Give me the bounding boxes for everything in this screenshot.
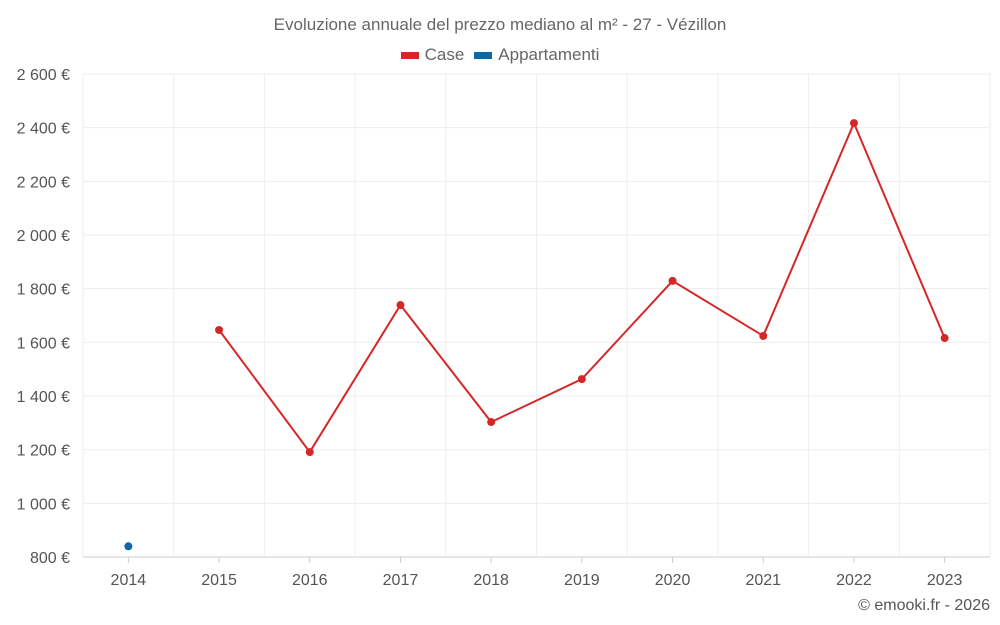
legend-swatch-case <box>400 51 419 59</box>
data-point-case <box>215 325 224 334</box>
y-tick-label: 1 400 € <box>17 389 70 406</box>
data-point-appartamenti <box>124 542 133 551</box>
x-tick-label: 2016 <box>292 572 328 589</box>
data-point-case <box>668 276 677 285</box>
y-tick-label: 2 600 € <box>17 67 70 84</box>
y-tick-label: 800 € <box>30 550 70 567</box>
y-tick-label: 1 800 € <box>17 282 70 299</box>
x-tick-label: 2015 <box>201 572 237 589</box>
data-point-case <box>396 301 405 310</box>
y-tick-label: 2 400 € <box>17 121 70 138</box>
data-point-case <box>487 418 496 427</box>
legend-label-case: Case <box>424 45 465 64</box>
data-point-case <box>759 331 768 340</box>
data-point-case <box>577 375 586 384</box>
legend-label-appartamenti: Appartamenti <box>498 45 600 64</box>
y-tick-label: 1 000 € <box>17 496 70 513</box>
x-tick-label: 2021 <box>745 572 781 589</box>
x-tick-label: 2019 <box>564 572 600 589</box>
data-point-case <box>849 119 858 128</box>
legend-item-appartamenti[interactable]: Appartamenti <box>474 45 599 65</box>
chart-title: Evoluzione annuale del prezzo mediano al… <box>273 15 727 34</box>
y-tick-label: 1 200 € <box>17 443 70 460</box>
x-tick-label: 2017 <box>383 572 419 589</box>
data-point-case <box>305 448 314 457</box>
x-tick-label: 2014 <box>111 572 147 589</box>
legend: Case Appartamenti <box>0 45 1000 65</box>
y-tick-label: 2 200 € <box>17 174 70 191</box>
x-tick-label: 2023 <box>927 572 963 589</box>
x-tick-label: 2022 <box>836 572 872 589</box>
x-tick-label: 2018 <box>473 572 509 589</box>
legend-swatch-appartamenti <box>474 51 493 59</box>
data-point-case <box>940 334 949 343</box>
y-tick-label: 1 600 € <box>17 335 70 352</box>
y-tick-label: 2 000 € <box>17 228 70 245</box>
series-line-case <box>218 120 946 454</box>
credit: © emooki.fr - 2026 <box>858 597 990 614</box>
legend-item-case[interactable]: Case <box>400 45 465 65</box>
x-tick-label: 2020 <box>655 572 691 589</box>
